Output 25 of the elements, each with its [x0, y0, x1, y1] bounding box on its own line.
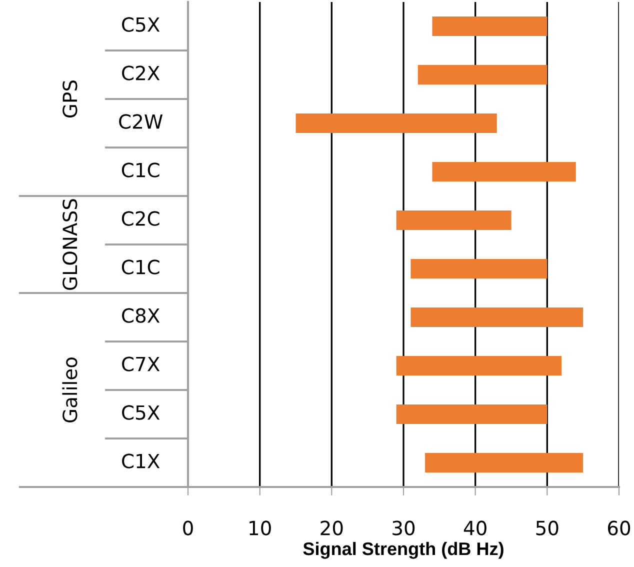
bar [396, 404, 548, 424]
y-tick-label: C1X [122, 454, 160, 468]
x-tick-label: 40 [464, 520, 486, 536]
x-tick-label: 10 [250, 520, 271, 536]
y-tick-label: C1C [122, 162, 160, 178]
y-tick-label: C2W [119, 114, 163, 129]
y-axis-title: GPS [62, 80, 78, 118]
y-tick-label: C5X [122, 17, 160, 32]
bar [396, 356, 562, 376]
y-tick-label: C8X [122, 308, 160, 323]
x-tick-label: 20 [320, 520, 343, 536]
x-tick-label: 30 [392, 520, 415, 536]
x-tick-label: 60 [608, 520, 630, 536]
y-tick-label: C2X [122, 66, 160, 80]
y-axis-title: GLONASS [62, 199, 78, 290]
bar [425, 453, 584, 472]
x-axis-title: Signal Strength (dB Hz) [303, 542, 504, 559]
y-tick-label: C1C [122, 260, 160, 274]
y-axis-title: Galileo [62, 358, 78, 422]
y-tick-label: C2C [122, 211, 160, 226]
x-tick-label: 50 [536, 520, 558, 536]
bar [410, 308, 584, 327]
y-tick-label: C7X [122, 356, 160, 372]
x-tick-label: 0 [183, 520, 193, 536]
y-tick-label: C5X [122, 405, 160, 420]
